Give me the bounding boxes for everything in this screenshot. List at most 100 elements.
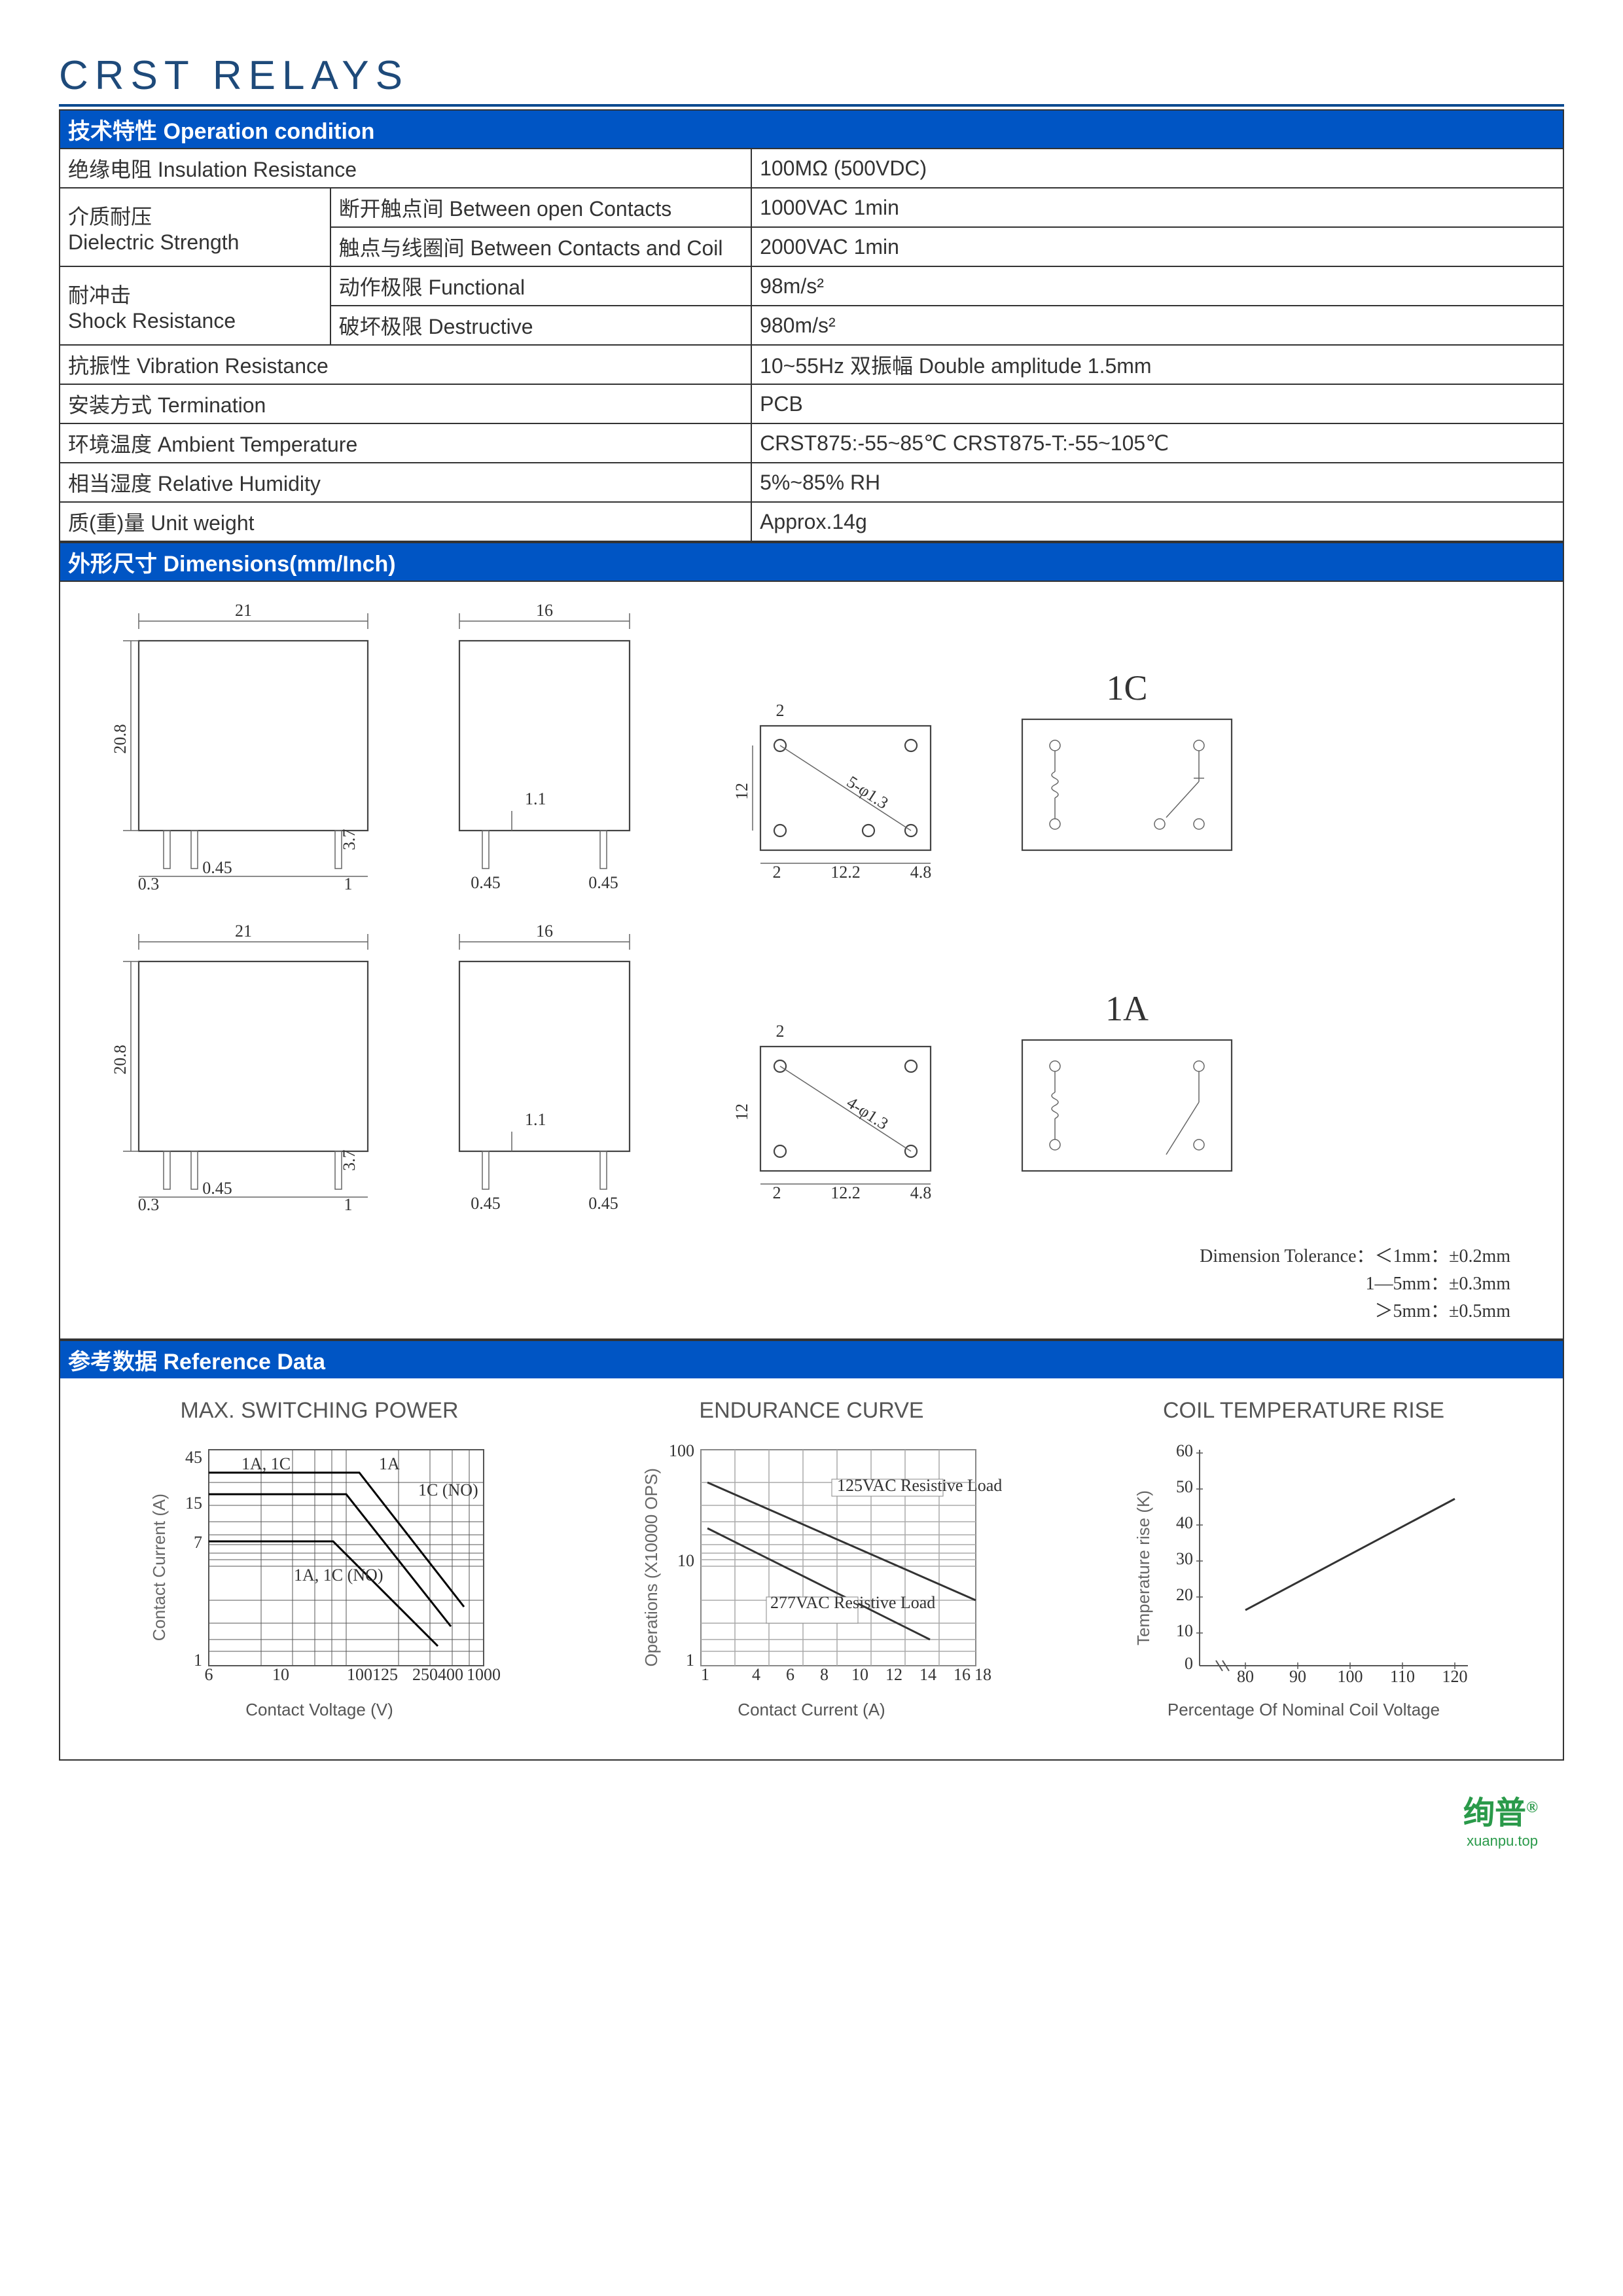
svg-text:15: 15 [185,1494,202,1513]
svg-text:277VAC Resistive Load: 277VAC Resistive Load [770,1593,935,1612]
svg-text:2: 2 [776,701,785,720]
svg-text:10: 10 [1176,1621,1193,1640]
svg-text:1: 1 [194,1651,202,1670]
section-operation-condition: 技术特性 Operation condition [59,109,1564,148]
spec-label: 抗振性 Vibration Resistance [60,345,751,384]
svg-text:0.45: 0.45 [588,873,618,892]
svg-text:0.45: 0.45 [471,873,501,892]
spec-sublabel: 破坏极限 Destructive [330,306,751,345]
svg-text:4.8: 4.8 [910,863,932,882]
table-row: 环境温度 Ambient TemperatureCRST875:-55~85℃ … [60,423,1563,463]
svg-text:0.3: 0.3 [138,1195,160,1214]
spec-sublabel: 动作极限 Functional [330,266,751,306]
table-row: 耐冲击Shock Resistance动作极限 Functional98m/s² [60,266,1563,306]
spec-label: 相当湿度 Relative Humidity [60,463,751,502]
svg-text:7: 7 [194,1533,202,1552]
table-row: 质(重)量 Unit weightApprox.14g [60,502,1563,541]
svg-text:3.7: 3.7 [340,1150,359,1172]
svg-text:5-φ1.3: 5-φ1.3 [844,772,892,813]
svg-text:2: 2 [773,863,781,882]
spec-value: 10~55Hz 双振幅 Double amplitude 1.5mm [751,345,1563,384]
svg-text:1A: 1A [379,1454,400,1473]
svg-text:21: 21 [235,922,252,941]
svg-text:250400: 250400 [412,1665,463,1684]
drawing-pcb-1c: 5-φ1.3 12 2 2 12.2 4.8 [702,680,957,889]
svg-text:120: 120 [1442,1667,1467,1686]
table-row: 抗振性 Vibration Resistance10~55Hz 双振幅 Doub… [60,345,1563,384]
svg-text:80: 80 [1237,1667,1254,1686]
svg-text:1.1: 1.1 [525,1110,546,1129]
svg-text:90: 90 [1289,1667,1306,1686]
table-row: 安装方式 TerminationPCB [60,384,1563,423]
svg-text:50: 50 [1176,1477,1193,1496]
svg-text:4.8: 4.8 [910,1183,932,1202]
dimensions-drawings: 21 20.8 0.3 0.45 1 3.7 16 1.1 0.45 [59,581,1564,1340]
svg-text:21: 21 [235,601,252,620]
footer: 绚普® xuanpu.top [59,1761,1564,1850]
spec-table: 绝缘电阻 Insulation Resistance100MΩ (500VDC)… [59,148,1564,542]
svg-text:6: 6 [204,1665,213,1684]
chart-temp-rise: COIL TEMPERATURE RISE Temperature rise (… [1071,1398,1537,1720]
section-reference-data: 参考数据 Reference Data [59,1340,1564,1378]
svg-text:1: 1 [344,1195,353,1214]
spec-label: 介质耐压Dielectric Strength [60,188,330,266]
svg-text:1A: 1A [1105,989,1149,1028]
drawing-front-1a: 21 20.8 0.3 0.45 1 3.7 [86,922,387,1210]
svg-text:12.2: 12.2 [830,863,861,882]
spec-value: Approx.14g [751,502,1563,541]
drawing-schematic-1c: 1C [996,680,1258,889]
svg-text:20: 20 [1176,1585,1193,1604]
svg-text:110: 110 [1389,1667,1414,1686]
svg-text:16: 16 [954,1665,971,1684]
svg-text:0: 0 [1185,1654,1193,1673]
svg-text:100: 100 [1337,1667,1363,1686]
spec-label: 质(重)量 Unit weight [60,502,751,541]
drawing-front-1c: 21 20.8 0.3 0.45 1 3.7 [86,601,387,889]
svg-text:1C: 1C [1106,668,1147,708]
table-row: 绝缘电阻 Insulation Resistance100MΩ (500VDC) [60,149,1563,188]
reference-charts: MAX. SWITCHING POWER Contact Current (A) [59,1378,1564,1761]
svg-text:16: 16 [536,922,553,941]
svg-text:1: 1 [686,1651,694,1670]
svg-text:1: 1 [701,1665,709,1684]
svg-text:12: 12 [732,783,751,800]
svg-text:12.2: 12.2 [830,1183,861,1202]
svg-text:16: 16 [536,601,553,620]
svg-text:6: 6 [786,1665,794,1684]
spec-value: 5%~85% RH [751,463,1563,502]
svg-text:4: 4 [752,1665,760,1684]
svg-text:0.45: 0.45 [202,858,232,877]
drawing-pcb-1a: 4-φ1.3 12 2 2 12.2 4.8 [702,1001,957,1210]
svg-text:20.8: 20.8 [111,1045,130,1075]
spec-value: 98m/s² [751,266,1563,306]
drawing-side-1a: 16 1.1 0.45 0.45 [427,922,662,1210]
drawing-side-1c: 16 1.1 0.45 0.45 [427,601,662,889]
svg-text:8: 8 [820,1665,829,1684]
svg-text:10: 10 [851,1665,868,1684]
svg-text:4-φ1.3: 4-φ1.3 [844,1093,892,1134]
svg-text:20.8: 20.8 [111,724,130,754]
footer-url: xuanpu.top [1467,1833,1538,1849]
spec-value: CRST875:-55~85℃ CRST875-T:-55~105℃ [751,423,1563,463]
svg-text:125VAC Resistive Load: 125VAC Resistive Load [837,1476,1002,1495]
svg-text:14: 14 [919,1665,936,1684]
chart-endurance: ENDURANCE CURVE Operations (X10000 OPS) … [579,1398,1044,1720]
dimension-tolerance: Dimension Tolerance：＜1mm：±0.2mm 1—5mm：±0… [86,1243,1537,1325]
spec-label: 环境温度 Ambient Temperature [60,423,751,463]
svg-text:45: 45 [185,1448,202,1467]
svg-text:12: 12 [885,1665,902,1684]
spec-label: 绝缘电阻 Insulation Resistance [60,149,751,188]
svg-text:100: 100 [669,1441,694,1460]
svg-text:1A, 1C: 1A, 1C [241,1454,291,1473]
svg-text:18: 18 [974,1665,991,1684]
svg-text:1A, 1C (NO): 1A, 1C (NO) [294,1566,383,1585]
svg-text:0.3: 0.3 [138,874,160,893]
spec-sublabel: 断开触点间 Between open Contacts [330,188,751,227]
svg-text:10: 10 [677,1551,694,1570]
svg-text:0.45: 0.45 [471,1194,501,1213]
spec-value: 100MΩ (500VDC) [751,149,1563,188]
spec-label: 安装方式 Termination [60,384,751,423]
svg-text:100125: 100125 [347,1665,398,1684]
svg-text:2: 2 [773,1183,781,1202]
table-row: 相当湿度 Relative Humidity5%~85% RH [60,463,1563,502]
